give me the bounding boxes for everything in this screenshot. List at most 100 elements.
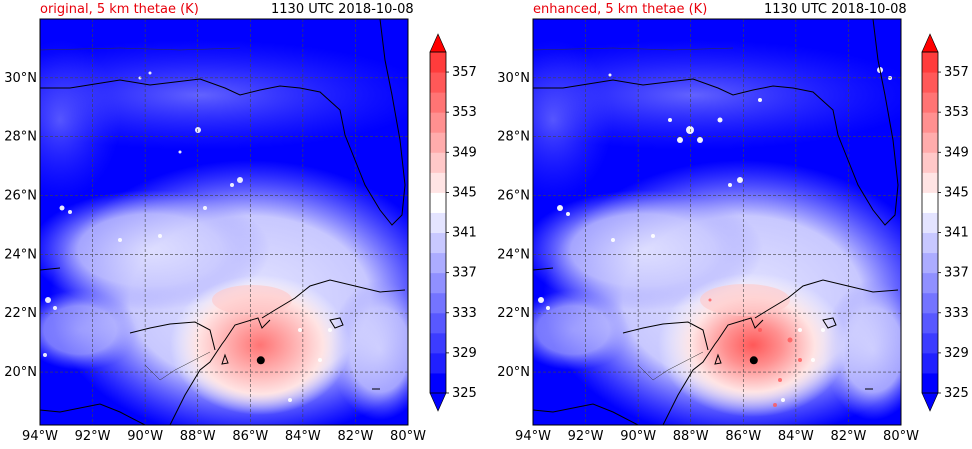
- colorbar-max-extension: [921, 33, 939, 53]
- colorbar-label: 325: [452, 386, 477, 401]
- lon-tick-label: 90°W: [127, 429, 163, 444]
- lat-tick-label: 20°N: [4, 365, 37, 380]
- colorbar-bin: [922, 172, 938, 193]
- left-borders: [40, 47, 241, 381]
- colorbar-bin: [922, 272, 938, 294]
- colorbar-bin: [430, 192, 446, 213]
- right-coastlines: [533, 19, 899, 425]
- colorbar-min-extension: [921, 392, 939, 412]
- colorbar-bin: [922, 152, 938, 173]
- colorbar-label: 341: [944, 226, 969, 241]
- left-lat-axis: 30°N 28°N 26°N 24°N 22°N 20°N: [4, 71, 37, 380]
- colorbar-label: 341: [452, 226, 477, 241]
- colorbar-label: 333: [452, 306, 477, 321]
- left-panel-title: original, 5 km thetae (K): [40, 2, 199, 17]
- colorbar-label: 345: [944, 185, 969, 200]
- colorbar-bin: [922, 372, 938, 394]
- colorbar-bin: [922, 312, 938, 334]
- right-panel-time: 1130 UTC 2018-10-08: [764, 2, 907, 17]
- lat-tick-label: 28°N: [4, 130, 37, 145]
- left-panel-time: 1130 UTC 2018-10-08: [271, 2, 414, 17]
- right-graticule: [533, 19, 901, 425]
- colorbar-max-extension: [429, 33, 447, 53]
- lon-tick-label: 90°W: [620, 429, 656, 444]
- colorbar-bin: [430, 92, 446, 113]
- colorbar-bin: [922, 232, 938, 254]
- lon-tick-label: 84°W: [778, 429, 814, 444]
- colorbar-bin: [430, 292, 446, 314]
- lon-tick-label: 94°W: [22, 429, 58, 444]
- colorbar-min-extension: [429, 392, 447, 412]
- colorbar-bin: [430, 212, 446, 234]
- lat-tick-label: 22°N: [497, 306, 530, 321]
- colorbar-bin: [430, 72, 446, 93]
- right-storm-warm-core: [658, 273, 848, 417]
- colorbar-bin: [922, 332, 938, 354]
- colorbar-label: 357: [452, 65, 477, 80]
- lon-tick-label: 86°W: [232, 429, 268, 444]
- colorbar-bin: [922, 292, 938, 314]
- right-lon-axis: 94°W 92°W 90°W 88°W 86°W 84°W 82°W 80°W: [515, 429, 919, 444]
- colorbar-bin: [922, 252, 938, 274]
- colorbar-bin: [430, 52, 446, 73]
- lon-tick-label: 92°W: [75, 429, 111, 444]
- lon-tick-label: 82°W: [830, 429, 866, 444]
- colorbar-label: 349: [944, 145, 969, 160]
- colorbar-bin: [922, 72, 938, 93]
- colorbar-frame: [921, 51, 939, 394]
- colorbar-bin: [922, 112, 938, 133]
- colorbar-label: 337: [944, 266, 969, 281]
- colorbar-bin: [430, 332, 446, 354]
- lon-tick-label: 80°W: [883, 429, 919, 444]
- lat-tick-label: 26°N: [4, 189, 37, 204]
- colorbar-bin: [922, 352, 938, 374]
- left-map-panel: [40, 19, 408, 425]
- right-map-panel: [533, 19, 901, 425]
- colorbar-bin: [430, 252, 446, 274]
- right-colorbar: 357 353 349 345 341 337 333 329 325: [921, 33, 969, 412]
- lat-tick-label: 24°N: [4, 247, 37, 262]
- lon-tick-label: 88°W: [673, 429, 709, 444]
- left-lon-axis: 94°W 92°W 90°W 88°W 86°W 84°W 82°W 80°W: [22, 429, 426, 444]
- colorbar-bin: [922, 92, 938, 113]
- lon-tick-label: 94°W: [515, 429, 551, 444]
- lat-tick-label: 26°N: [497, 189, 530, 204]
- colorbar-bin: [430, 112, 446, 133]
- colorbar-bin: [430, 352, 446, 374]
- colorbar-bin: [430, 132, 446, 153]
- colorbar-bin: [430, 172, 446, 193]
- lat-tick-label: 24°N: [497, 247, 530, 262]
- colorbar-label: 349: [452, 145, 477, 160]
- lat-tick-label: 28°N: [497, 130, 530, 145]
- left-storm-warm-core: [170, 275, 350, 415]
- colorbar-bin: [430, 312, 446, 334]
- colorbar-label: 333: [944, 306, 969, 321]
- colorbar-label: 345: [452, 185, 477, 200]
- colorbar-bin: [922, 52, 938, 73]
- lon-tick-label: 92°W: [568, 429, 604, 444]
- left-storm-center-marker: [256, 356, 265, 365]
- lon-tick-label: 82°W: [337, 429, 373, 444]
- colorbar-bin: [922, 132, 938, 153]
- colorbar-label: 329: [944, 346, 969, 361]
- lat-tick-label: 30°N: [497, 71, 530, 86]
- colorbar-bin: [922, 212, 938, 234]
- lat-tick-label: 30°N: [4, 71, 37, 86]
- colorbar-bin: [430, 232, 446, 254]
- colorbar-bin: [430, 152, 446, 173]
- colorbar-label: 337: [452, 266, 477, 281]
- colorbar-bin: [430, 372, 446, 394]
- right-map-frame: [532, 18, 902, 426]
- colorbar-label: 325: [944, 386, 969, 401]
- right-lat-axis: 30°N 28°N 26°N 24°N 22°N 20°N: [497, 71, 530, 380]
- lon-tick-label: 86°W: [725, 429, 761, 444]
- colorbar-label: 353: [452, 105, 477, 120]
- colorbar-bin: [430, 272, 446, 294]
- lat-tick-label: 20°N: [497, 365, 530, 380]
- colorbar-bin: [922, 192, 938, 213]
- colorbar-frame: [429, 51, 447, 394]
- left-colorbar: 357 353 349 345 341 337 333 329 325: [429, 33, 477, 412]
- lon-tick-label: 88°W: [180, 429, 216, 444]
- left-graticule: [40, 19, 408, 425]
